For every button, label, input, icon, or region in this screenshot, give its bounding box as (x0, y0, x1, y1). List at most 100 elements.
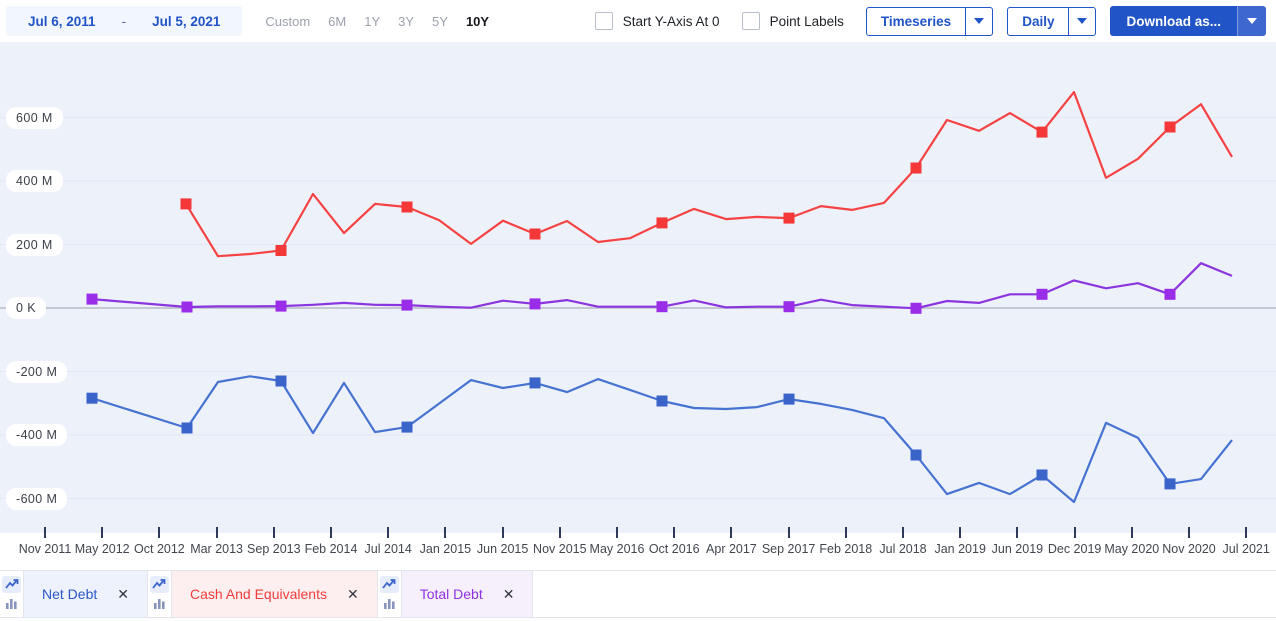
data-point-marker-total-debt[interactable] (181, 301, 193, 313)
bar-chart-icon[interactable] (150, 595, 169, 612)
x-axis-tick (959, 527, 962, 538)
data-point-marker-cash-and-equivalents[interactable] (656, 217, 668, 229)
data-point-marker-total-debt[interactable] (656, 301, 668, 313)
data-point-marker-net-debt[interactable] (181, 422, 193, 434)
legend-tab-cash-and-equivalents[interactable]: Cash And Equivalents ✕ (171, 571, 378, 617)
y-axis-tick-label: -200 M (6, 360, 68, 383)
point-labels-checkbox[interactable] (741, 12, 760, 30)
range-button-6m[interactable]: 6M (321, 10, 353, 33)
chart-svg (0, 90, 1276, 504)
date-range-picker[interactable]: Jul 6, 2011 - Jul 5, 2021 (6, 6, 243, 36)
x-axis-tick-label: Feb 2018 (819, 542, 873, 556)
timeseries-dropdown[interactable]: Timeseries (865, 6, 994, 36)
chart-type-toggles-net-debt (0, 571, 24, 617)
range-button-5y[interactable]: 5Y (425, 10, 455, 33)
point-labels-group: Point Labels (741, 12, 844, 30)
data-point-marker-net-debt[interactable] (86, 392, 98, 404)
frequency-dropdown-value: Daily (1022, 13, 1055, 29)
data-point-marker-total-debt[interactable] (401, 299, 413, 311)
chevron-down-icon (1077, 18, 1088, 24)
download-button-caret[interactable] (1237, 6, 1266, 36)
chart-plot-area: 600 M 400 M 200 M 0 K -200 M -400 M -600 M (0, 42, 1276, 533)
series-line-net-debt (91, 375, 1233, 504)
y-axis-tick-label: -600 M (6, 487, 68, 510)
data-point-marker-cash-and-equivalents[interactable] (529, 228, 541, 240)
data-point-marker-net-debt[interactable] (1036, 469, 1048, 481)
x-axis-tick (44, 527, 46, 538)
x-axis-tick (902, 527, 904, 538)
frequency-dropdown[interactable]: Daily (1007, 6, 1097, 36)
timeseries-dropdown-caret[interactable] (965, 7, 992, 35)
data-point-marker-total-debt[interactable] (910, 302, 922, 314)
data-point-marker-cash-and-equivalents[interactable] (910, 162, 922, 174)
data-point-marker-net-debt[interactable] (275, 375, 287, 387)
x-axis-tick (330, 527, 332, 538)
y-axis-tick-label: 600 M (6, 106, 63, 129)
line-chart-icon[interactable] (2, 575, 21, 593)
y-axis-tick-label: 200 M (6, 233, 63, 256)
x-axis-tick (387, 527, 390, 538)
data-point-marker-net-debt[interactable] (910, 449, 922, 461)
close-icon[interactable]: ✕ (117, 585, 129, 602)
x-axis-tick-label: Nov 2020 (1162, 542, 1216, 556)
data-point-marker-cash-and-equivalents[interactable] (180, 198, 192, 210)
close-icon[interactable]: ✕ (346, 585, 359, 602)
data-point-marker-cash-and-equivalents[interactable] (1036, 126, 1048, 138)
x-axis-tick (558, 527, 561, 538)
data-point-marker-net-debt[interactable] (656, 395, 668, 407)
data-point-marker-cash-and-equivalents[interactable] (275, 245, 287, 256)
download-split-button[interactable]: Download as... (1110, 6, 1266, 36)
data-point-marker-net-debt[interactable] (401, 421, 413, 433)
legend-tab-label: Cash And Equivalents (189, 586, 327, 602)
start-y-axis-checkbox[interactable] (594, 12, 613, 30)
data-point-marker-net-debt[interactable] (783, 393, 795, 405)
data-point-marker-cash-and-equivalents[interactable] (783, 212, 795, 224)
x-axis-tick (1016, 527, 1019, 538)
data-point-marker-net-debt[interactable] (1164, 478, 1176, 490)
range-button-10y[interactable]: 10Y (459, 10, 496, 33)
bar-chart-icon[interactable] (2, 595, 21, 612)
bar-chart-icon[interactable] (380, 595, 399, 612)
date-to-input[interactable]: Jul 5, 2021 (152, 13, 221, 29)
frequency-dropdown-caret[interactable] (1068, 7, 1095, 35)
data-point-marker-total-debt[interactable] (1164, 288, 1176, 300)
data-point-marker-total-debt[interactable] (86, 293, 98, 305)
data-point-marker-cash-and-equivalents[interactable] (401, 201, 413, 213)
data-point-marker-net-debt[interactable] (529, 377, 541, 389)
x-axis-tick (444, 527, 447, 538)
data-point-marker-total-debt[interactable] (529, 298, 541, 310)
x-axis-tick-label: Mar 2013 (190, 542, 243, 556)
x-axis-tick-label: Jan 2019 (934, 542, 986, 556)
data-point-marker-total-debt[interactable] (783, 301, 795, 313)
close-icon[interactable]: ✕ (502, 585, 515, 602)
x-axis-tick (787, 527, 790, 538)
x-axis-tick (616, 527, 618, 538)
x-axis-tick-label: Oct 2016 (648, 542, 700, 556)
data-point-marker-total-debt[interactable] (1036, 288, 1048, 300)
date-range-separator: - (121, 13, 127, 29)
x-axis: Nov 2011 May 2012 Oct 2012 Mar 2013 Sep 2013… (0, 527, 1276, 570)
range-button-1y[interactable]: 1Y (357, 10, 387, 33)
data-point-marker-total-debt[interactable] (275, 300, 287, 312)
data-point-marker-cash-and-equivalents[interactable] (1164, 121, 1176, 133)
legend-tab-net-debt[interactable]: Net Debt ✕ (24, 571, 148, 617)
range-button-custom[interactable]: Custom (258, 10, 317, 33)
date-from-input[interactable]: Jul 6, 2011 (28, 13, 96, 29)
legend-tab-total-debt[interactable]: Total Debt ✕ (401, 571, 534, 617)
y-axis-tick-label: 400 M (6, 170, 63, 192)
x-axis-tick-label: Jul 2021 (1222, 542, 1270, 556)
x-axis-tick-label: Nov 2011 (18, 542, 72, 556)
x-axis-tick-label: May 2020 (1104, 542, 1160, 556)
line-chart-icon[interactable] (149, 575, 169, 593)
point-labels-label: Point Labels (769, 13, 844, 29)
chart-type-toggles-total-debt (378, 571, 402, 617)
line-chart-icon[interactable] (379, 575, 399, 593)
x-axis-tick-label: Sep 2013 (247, 542, 301, 556)
range-buttons: Custom 6M 1Y 3Y 5Y 10Y (258, 10, 496, 33)
download-button[interactable]: Download as... (1110, 6, 1237, 36)
x-axis-tick (1073, 527, 1076, 538)
toolbar: Jul 6, 2011 - Jul 5, 2021 Custom 6M 1Y 3… (0, 0, 1276, 42)
x-axis-tick-label: Feb 2014 (304, 542, 358, 556)
range-button-3y[interactable]: 3Y (391, 10, 421, 33)
series-line-total-debt (91, 262, 1233, 310)
